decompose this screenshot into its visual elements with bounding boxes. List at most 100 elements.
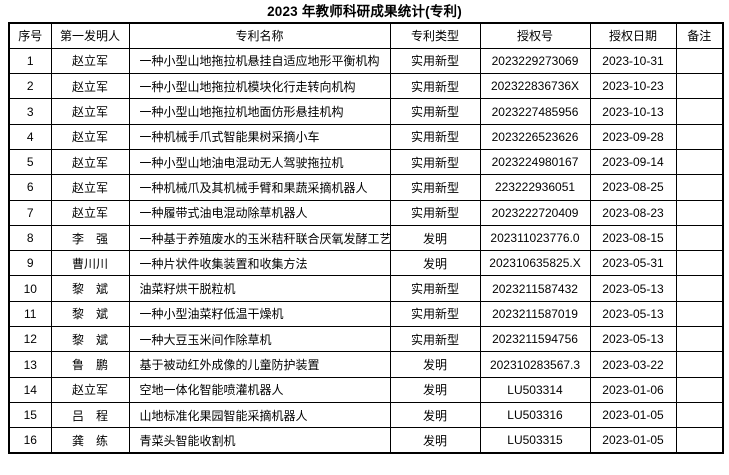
cell-auth-number: 2023226523626 bbox=[479, 123, 591, 150]
cell-patent-name: 一种小型山地拖拉机模块化行走转向机构 bbox=[128, 73, 391, 100]
cell-patent-name: 山地标准化果园智能采摘机器人 bbox=[128, 401, 391, 429]
cell-inventor: 吕 程 bbox=[50, 401, 130, 429]
header-row: 序号 第一发明人 专利名称 专利类型 授权号 授权日期 备注 bbox=[8, 22, 724, 49]
cell-patent-name: 油菜籽烘干脱粒机 bbox=[128, 275, 391, 302]
cell-note bbox=[675, 123, 724, 150]
cell-patent-type: 实用新型 bbox=[389, 73, 481, 100]
cell-inventor: 鲁 鹏 bbox=[50, 351, 130, 378]
table-row: 14 赵立军 空地一体化智能喷灌机器人 发明 LU503314 2023-01-… bbox=[8, 376, 724, 403]
cell-auth-date: 2023-10-13 bbox=[589, 98, 677, 125]
cell-no: 11 bbox=[8, 300, 52, 328]
cell-auth-number: LU503314 bbox=[479, 376, 591, 403]
cell-no: 16 bbox=[8, 427, 52, 454]
page-title: 2023 年教师科研成果统计(专利) bbox=[267, 4, 462, 19]
table-row: 6 赵立军 一种机械爪及其机械手臂和果蔬采摘机器人 实用新型 223222936… bbox=[8, 174, 724, 201]
cell-inventor: 赵立军 bbox=[50, 199, 130, 226]
cell-patent-type: 实用新型 bbox=[389, 300, 481, 328]
cell-auth-date: 2023-01-05 bbox=[589, 427, 677, 454]
table-row: 16 龚 练 青菜头智能收割机 发明 LU503315 2023-01-05 bbox=[8, 427, 724, 454]
cell-note bbox=[675, 427, 724, 454]
cell-patent-name: 青菜头智能收割机 bbox=[128, 427, 391, 454]
table-row: 8 李 强 一种基于养殖废水的玉米秸秆联合厌氧发酵工艺 发明 202311023… bbox=[8, 224, 724, 252]
cell-auth-date: 2023-09-28 bbox=[589, 123, 677, 150]
cell-inventor: 赵立军 bbox=[50, 98, 130, 125]
cell-patent-name: 空地一体化智能喷灌机器人 bbox=[128, 376, 391, 403]
cell-patent-name: 基于被动红外成像的儿童防护装置 bbox=[128, 351, 391, 378]
cell-note bbox=[675, 199, 724, 226]
cell-auth-date: 2023-01-05 bbox=[589, 401, 677, 429]
table-row: 4 赵立军 一种机械手爪式智能果树采摘小车 实用新型 2023226523626… bbox=[8, 123, 724, 150]
cell-patent-type: 发明 bbox=[389, 427, 481, 454]
cell-patent-type: 发明 bbox=[389, 376, 481, 403]
cell-inventor: 黎 斌 bbox=[50, 300, 130, 328]
header-patent-type: 专利类型 bbox=[389, 22, 481, 49]
cell-patent-name: 一种基于养殖废水的玉米秸秆联合厌氧发酵工艺 bbox=[128, 224, 391, 252]
cell-auth-number: 2023211594756 bbox=[479, 326, 591, 353]
cell-auth-date: 2023-08-25 bbox=[589, 174, 677, 201]
cell-inventor: 赵立军 bbox=[50, 148, 130, 176]
cell-inventor: 赵立军 bbox=[50, 47, 130, 75]
cell-auth-date: 2023-08-23 bbox=[589, 199, 677, 226]
cell-inventor: 黎 斌 bbox=[50, 275, 130, 302]
table-row: 15 吕 程 山地标准化果园智能采摘机器人 发明 LU503316 2023-0… bbox=[8, 401, 724, 429]
cell-patent-type: 发明 bbox=[389, 250, 481, 277]
patent-table: 序号 第一发明人 专利名称 专利类型 授权号 授权日期 备注 1 赵立军 一种小… bbox=[8, 22, 724, 455]
cell-no: 7 bbox=[8, 199, 52, 226]
cell-auth-date: 2023-09-14 bbox=[589, 148, 677, 176]
cell-note bbox=[675, 98, 724, 125]
cell-auth-number: LU503316 bbox=[479, 401, 591, 429]
table-row: 5 赵立军 一种小型山地油电混动无人驾驶拖拉机 实用新型 20232249801… bbox=[8, 148, 724, 176]
cell-inventor: 黎 斌 bbox=[50, 326, 130, 353]
cell-no: 1 bbox=[8, 47, 52, 75]
cell-inventor: 龚 练 bbox=[50, 427, 130, 454]
cell-auth-date: 2023-10-23 bbox=[589, 73, 677, 100]
cell-auth-number: 2023229273069 bbox=[479, 47, 591, 75]
cell-patent-name: 一种片状件收集装置和收集方法 bbox=[128, 250, 391, 277]
table-row: 13 鲁 鹏 基于被动红外成像的儿童防护装置 发明 202310283567.3… bbox=[8, 351, 724, 378]
cell-inventor: 赵立军 bbox=[50, 376, 130, 403]
cell-no: 2 bbox=[8, 73, 52, 100]
cell-auth-number: 2023227485956 bbox=[479, 98, 591, 125]
header-no: 序号 bbox=[8, 22, 52, 49]
cell-auth-date: 2023-05-31 bbox=[589, 250, 677, 277]
cell-auth-number: 223222936051 bbox=[479, 174, 591, 201]
table-row: 11 黎 斌 一种小型油菜籽低温干燥机 实用新型 2023211587019 2… bbox=[8, 300, 724, 328]
cell-no: 12 bbox=[8, 326, 52, 353]
cell-patent-name: 一种大豆玉米间作除草机 bbox=[128, 326, 391, 353]
cell-note bbox=[675, 351, 724, 378]
cell-patent-type: 实用新型 bbox=[389, 47, 481, 75]
table-row: 12 黎 斌 一种大豆玉米间作除草机 实用新型 2023211594756 20… bbox=[8, 326, 724, 353]
cell-patent-name: 一种机械手爪式智能果树采摘小车 bbox=[128, 123, 391, 150]
cell-patent-type: 实用新型 bbox=[389, 148, 481, 176]
cell-no: 4 bbox=[8, 123, 52, 150]
cell-auth-number: 202311023776.0 bbox=[479, 224, 591, 252]
cell-patent-type: 发明 bbox=[389, 401, 481, 429]
table-row: 1 赵立军 一种小型山地拖拉机悬挂自适应地形平衡机构 实用新型 20232292… bbox=[8, 47, 724, 75]
cell-patent-type: 实用新型 bbox=[389, 123, 481, 150]
cell-patent-name: 一种小型山地拖拉机悬挂自适应地形平衡机构 bbox=[128, 47, 391, 75]
cell-note bbox=[675, 174, 724, 201]
cell-note bbox=[675, 401, 724, 429]
cell-inventor: 赵立军 bbox=[50, 174, 130, 201]
cell-patent-name: 一种机械爪及其机械手臂和果蔬采摘机器人 bbox=[128, 174, 391, 201]
cell-patent-name: 一种履带式油电混动除草机器人 bbox=[128, 199, 391, 226]
cell-auth-number: 202310635825.X bbox=[479, 250, 591, 277]
cell-auth-date: 2023-05-13 bbox=[589, 300, 677, 328]
cell-auth-number: 202310283567.3 bbox=[479, 351, 591, 378]
cell-patent-type: 实用新型 bbox=[389, 174, 481, 201]
cell-no: 13 bbox=[8, 351, 52, 378]
table-row: 7 赵立军 一种履带式油电混动除草机器人 实用新型 2023222720409 … bbox=[8, 199, 724, 226]
cell-patent-name: 一种小型山地油电混动无人驾驶拖拉机 bbox=[128, 148, 391, 176]
cell-auth-date: 2023-05-13 bbox=[589, 275, 677, 302]
cell-patent-name: 一种小型山地拖拉机地面仿形悬挂机构 bbox=[128, 98, 391, 125]
cell-note bbox=[675, 73, 724, 100]
header-auth-number: 授权号 bbox=[479, 22, 591, 49]
cell-auth-date: 2023-03-22 bbox=[589, 351, 677, 378]
cell-auth-number: 2023222720409 bbox=[479, 199, 591, 226]
header-auth-date: 授权日期 bbox=[589, 22, 677, 49]
cell-patent-name: 一种小型油菜籽低温干燥机 bbox=[128, 300, 391, 328]
cell-note bbox=[675, 224, 724, 252]
cell-inventor: 李 强 bbox=[50, 224, 130, 252]
cell-note bbox=[675, 275, 724, 302]
